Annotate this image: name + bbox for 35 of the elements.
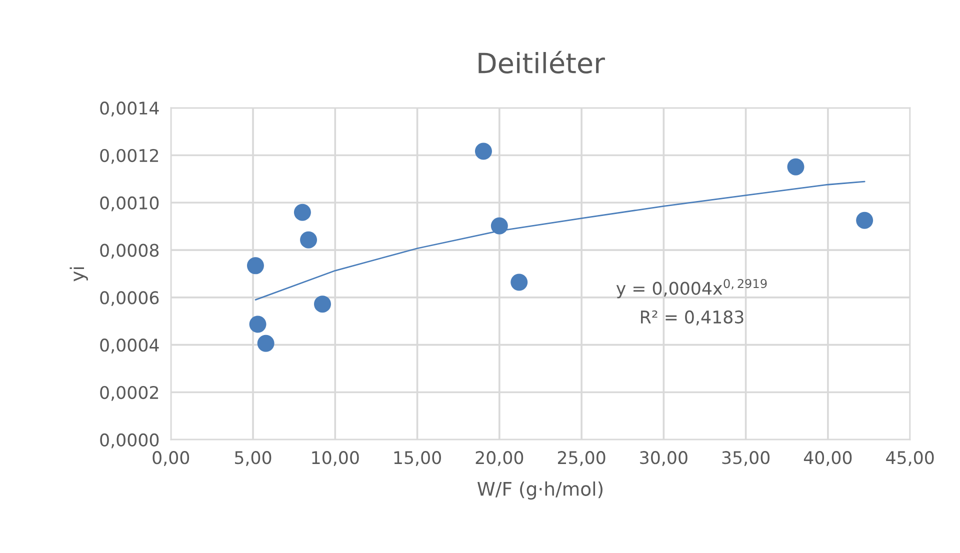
point bbox=[474, 142, 492, 160]
y-axis-title: yi bbox=[70, 267, 88, 282]
x-tick-label: 10,00 bbox=[312, 451, 359, 466]
x-tick-label: 0,00 bbox=[152, 451, 190, 466]
point bbox=[510, 274, 528, 291]
chart-title: Deitiléter bbox=[478, 50, 605, 74]
x-tick-label: 20,00 bbox=[476, 451, 524, 466]
x-tick-label: 25,00 bbox=[558, 451, 606, 466]
annotation: R² = 0,4183 bbox=[641, 310, 744, 326]
annotation: y = 0,0004x$^{0,2919}$ bbox=[616, 278, 767, 298]
point bbox=[300, 231, 318, 248]
point bbox=[787, 158, 804, 176]
point bbox=[246, 257, 264, 274]
point bbox=[294, 204, 311, 221]
x-tick-label: 15,00 bbox=[394, 451, 441, 466]
y-tick-label: 0,0010 bbox=[100, 196, 159, 212]
x-tick-label: 5,00 bbox=[235, 451, 272, 466]
y-tick-label: 0,0002 bbox=[100, 386, 158, 401]
y-tick-label: 0,0006 bbox=[100, 291, 159, 306]
x-tick-label: 35,00 bbox=[722, 451, 770, 466]
x-tick-label: 40,00 bbox=[804, 451, 852, 466]
point bbox=[314, 296, 332, 313]
x-tick-label: 30,00 bbox=[640, 451, 688, 466]
y-tick-label: 0,0000 bbox=[100, 433, 159, 448]
point bbox=[856, 212, 874, 229]
line-series bbox=[254, 180, 866, 300]
point bbox=[490, 217, 508, 234]
x-tick-label: 45,00 bbox=[886, 451, 934, 466]
x-axis-title: W/F (g·h/mol) bbox=[477, 481, 602, 500]
y-tick-label: 0,0014 bbox=[100, 102, 159, 116]
y-tick-label: 0,0012 bbox=[100, 148, 158, 164]
point bbox=[257, 334, 274, 352]
y-tick-label: 0,0004 bbox=[100, 338, 159, 354]
y-tick-label: 0,0008 bbox=[100, 244, 159, 259]
point bbox=[249, 316, 266, 333]
